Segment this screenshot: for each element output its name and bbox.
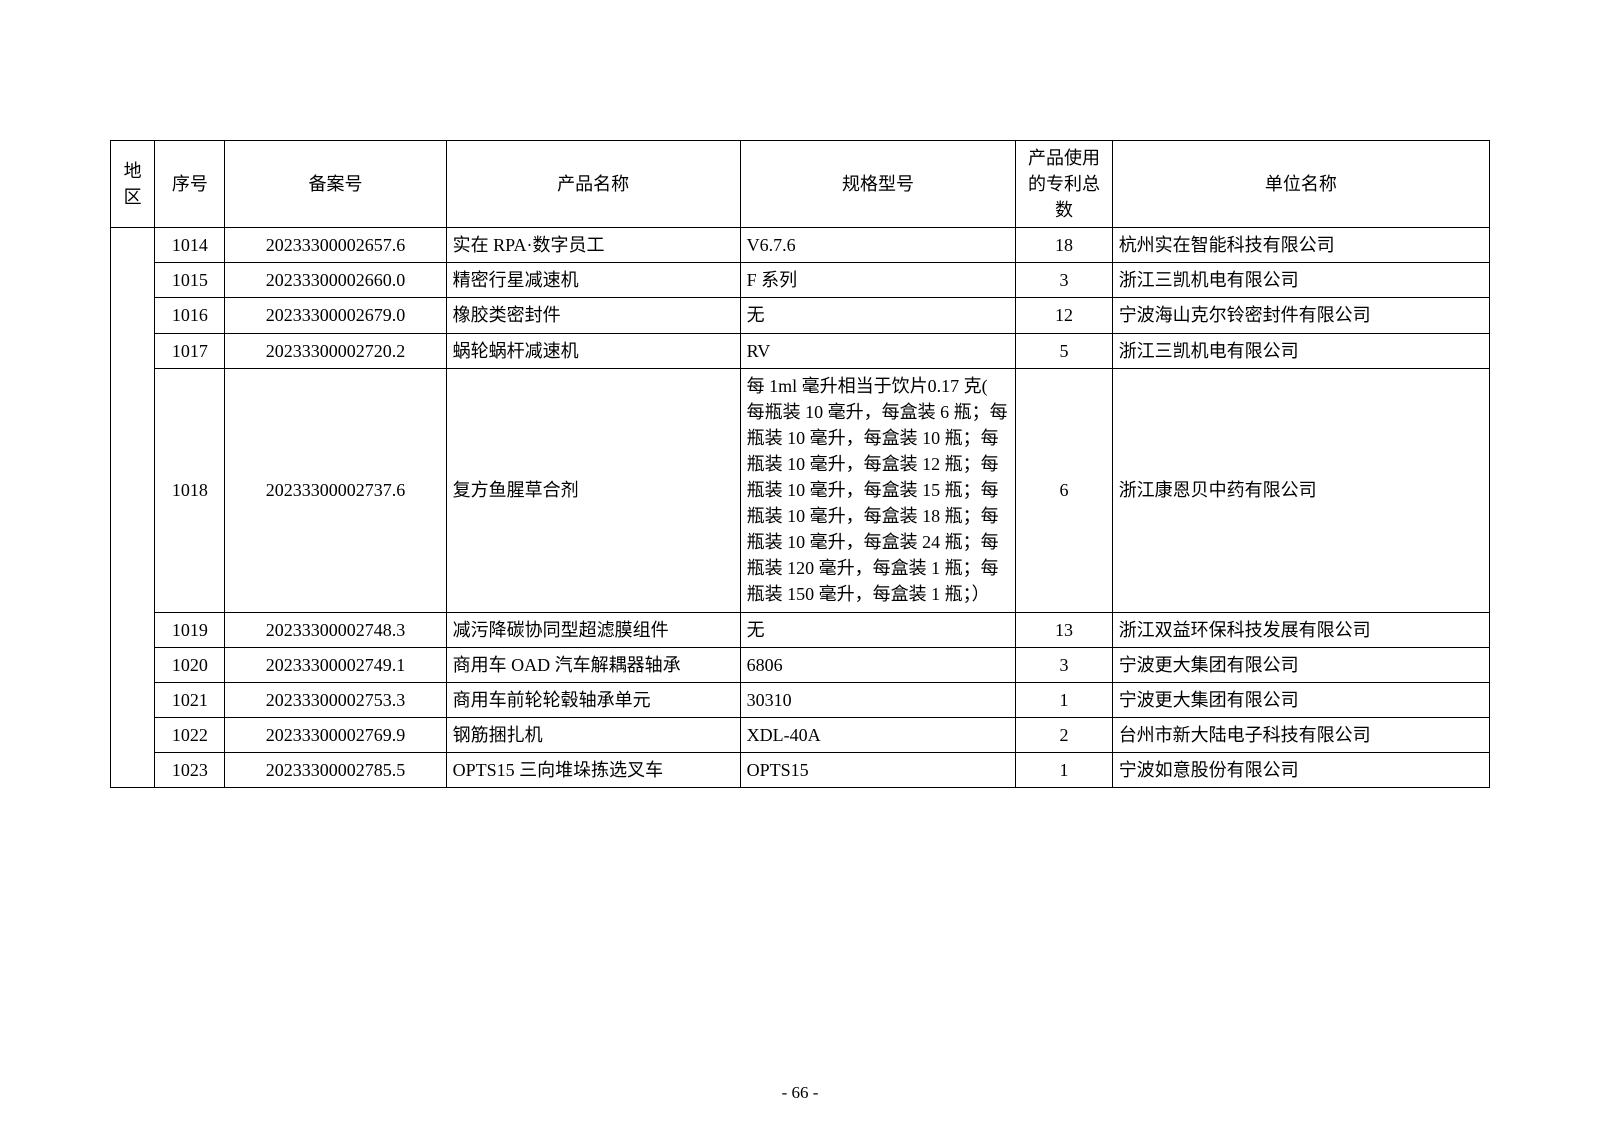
cell-spec: OPTS15 bbox=[740, 752, 1016, 787]
cell-seq: 1019 bbox=[155, 612, 225, 647]
cell-product-name: 橡胶类密封件 bbox=[446, 298, 740, 333]
cell-patent-count: 6 bbox=[1016, 368, 1112, 612]
col-header-org: 单位名称 bbox=[1112, 141, 1489, 228]
cell-record-number: 20233300002720.2 bbox=[225, 333, 446, 368]
cell-patent-count: 18 bbox=[1016, 228, 1112, 263]
cell-region bbox=[111, 228, 155, 263]
cell-seq: 1016 bbox=[155, 298, 225, 333]
cell-region bbox=[111, 647, 155, 682]
cell-patent-count: 5 bbox=[1016, 333, 1112, 368]
cell-record-number: 20233300002753.3 bbox=[225, 682, 446, 717]
cell-org-name: 宁波更大集团有限公司 bbox=[1112, 647, 1489, 682]
cell-patent-count: 1 bbox=[1016, 682, 1112, 717]
table-row: 101620233300002679.0橡胶类密封件无12宁波海山克尔铃密封件有… bbox=[111, 298, 1490, 333]
cell-region bbox=[111, 368, 155, 612]
cell-patent-count: 3 bbox=[1016, 647, 1112, 682]
cell-org-name: 宁波如意股份有限公司 bbox=[1112, 752, 1489, 787]
cell-org-name: 浙江三凯机电有限公司 bbox=[1112, 333, 1489, 368]
cell-spec: 每 1ml 毫升相当于饮片0.17 克( 每瓶装 10 毫升，每盒装 6 瓶；每… bbox=[740, 368, 1016, 612]
cell-patent-count: 2 bbox=[1016, 717, 1112, 752]
table-row: 102220233300002769.9钢筋捆扎机XDL-40A2台州市新大陆电… bbox=[111, 717, 1490, 752]
cell-product-name: 商用车前轮轮毂轴承单元 bbox=[446, 682, 740, 717]
table-row: 101720233300002720.2蜗轮蜗杆减速机RV5浙江三凯机电有限公司 bbox=[111, 333, 1490, 368]
cell-seq: 1017 bbox=[155, 333, 225, 368]
cell-seq: 1021 bbox=[155, 682, 225, 717]
cell-record-number: 20233300002657.6 bbox=[225, 228, 446, 263]
page-number: - 66 - bbox=[0, 1083, 1600, 1103]
table-row: 102020233300002749.1商用车 OAD 汽车解耦器轴承68063… bbox=[111, 647, 1490, 682]
cell-spec: RV bbox=[740, 333, 1016, 368]
cell-product-name: 减污降碳协同型超滤膜组件 bbox=[446, 612, 740, 647]
cell-seq: 1018 bbox=[155, 368, 225, 612]
cell-patent-count: 3 bbox=[1016, 263, 1112, 298]
cell-record-number: 20233300002748.3 bbox=[225, 612, 446, 647]
cell-seq: 1015 bbox=[155, 263, 225, 298]
cell-org-name: 浙江双益环保科技发展有限公司 bbox=[1112, 612, 1489, 647]
table-header-row: 地区 序号 备案号 产品名称 规格型号 产品使用的专利总数 单位名称 bbox=[111, 141, 1490, 228]
col-header-seq: 序号 bbox=[155, 141, 225, 228]
cell-region bbox=[111, 263, 155, 298]
cell-patent-count: 13 bbox=[1016, 612, 1112, 647]
cell-region bbox=[111, 298, 155, 333]
table-row: 102320233300002785.5OPTS15 三向堆垛拣选叉车OPTS1… bbox=[111, 752, 1490, 787]
cell-region bbox=[111, 752, 155, 787]
col-header-patents: 产品使用的专利总数 bbox=[1016, 141, 1112, 228]
cell-region bbox=[111, 612, 155, 647]
data-table: 地区 序号 备案号 产品名称 规格型号 产品使用的专利总数 单位名称 10142… bbox=[110, 140, 1490, 788]
cell-spec: 30310 bbox=[740, 682, 1016, 717]
table-row: 101420233300002657.6实在 RPA·数字员工V6.7.618杭… bbox=[111, 228, 1490, 263]
cell-spec: 无 bbox=[740, 612, 1016, 647]
cell-product-name: 蜗轮蜗杆减速机 bbox=[446, 333, 740, 368]
cell-org-name: 台州市新大陆电子科技有限公司 bbox=[1112, 717, 1489, 752]
cell-region bbox=[111, 333, 155, 368]
cell-seq: 1022 bbox=[155, 717, 225, 752]
cell-patent-count: 12 bbox=[1016, 298, 1112, 333]
cell-spec: 6806 bbox=[740, 647, 1016, 682]
cell-spec: F 系列 bbox=[740, 263, 1016, 298]
col-header-product: 产品名称 bbox=[446, 141, 740, 228]
table-row: 102120233300002753.3商用车前轮轮毂轴承单元303101宁波更… bbox=[111, 682, 1490, 717]
cell-product-name: 精密行星减速机 bbox=[446, 263, 740, 298]
cell-patent-count: 1 bbox=[1016, 752, 1112, 787]
col-header-record: 备案号 bbox=[225, 141, 446, 228]
table-row: 101820233300002737.6复方鱼腥草合剂每 1ml 毫升相当于饮片… bbox=[111, 368, 1490, 612]
cell-org-name: 浙江康恩贝中药有限公司 bbox=[1112, 368, 1489, 612]
cell-record-number: 20233300002679.0 bbox=[225, 298, 446, 333]
cell-product-name: 钢筋捆扎机 bbox=[446, 717, 740, 752]
cell-region bbox=[111, 717, 155, 752]
cell-product-name: 商用车 OAD 汽车解耦器轴承 bbox=[446, 647, 740, 682]
col-header-spec: 规格型号 bbox=[740, 141, 1016, 228]
cell-record-number: 20233300002785.5 bbox=[225, 752, 446, 787]
cell-region bbox=[111, 682, 155, 717]
cell-product-name: OPTS15 三向堆垛拣选叉车 bbox=[446, 752, 740, 787]
cell-product-name: 复方鱼腥草合剂 bbox=[446, 368, 740, 612]
cell-org-name: 宁波海山克尔铃密封件有限公司 bbox=[1112, 298, 1489, 333]
cell-spec: 无 bbox=[740, 298, 1016, 333]
cell-seq: 1023 bbox=[155, 752, 225, 787]
cell-product-name: 实在 RPA·数字员工 bbox=[446, 228, 740, 263]
table-row: 101920233300002748.3减污降碳协同型超滤膜组件无13浙江双益环… bbox=[111, 612, 1490, 647]
cell-seq: 1014 bbox=[155, 228, 225, 263]
col-header-region: 地区 bbox=[111, 141, 155, 228]
cell-record-number: 20233300002660.0 bbox=[225, 263, 446, 298]
cell-spec: XDL-40A bbox=[740, 717, 1016, 752]
cell-record-number: 20233300002737.6 bbox=[225, 368, 446, 612]
cell-org-name: 宁波更大集团有限公司 bbox=[1112, 682, 1489, 717]
cell-record-number: 20233300002769.9 bbox=[225, 717, 446, 752]
cell-org-name: 杭州实在智能科技有限公司 bbox=[1112, 228, 1489, 263]
cell-org-name: 浙江三凯机电有限公司 bbox=[1112, 263, 1489, 298]
cell-seq: 1020 bbox=[155, 647, 225, 682]
table-row: 101520233300002660.0精密行星减速机F 系列3浙江三凯机电有限… bbox=[111, 263, 1490, 298]
cell-spec: V6.7.6 bbox=[740, 228, 1016, 263]
cell-record-number: 20233300002749.1 bbox=[225, 647, 446, 682]
